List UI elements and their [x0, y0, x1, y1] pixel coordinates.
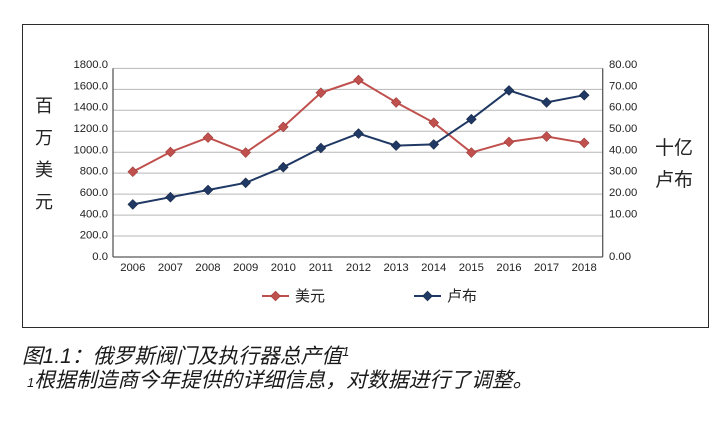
svg-text:400.0: 400.0 [80, 208, 108, 220]
svg-text:20.00: 20.00 [609, 187, 637, 199]
svg-text:50.00: 50.00 [609, 123, 637, 135]
svg-text:30.00: 30.00 [609, 166, 637, 178]
svg-text:2012: 2012 [346, 262, 371, 274]
svg-text:卢布: 卢布 [655, 169, 693, 191]
svg-text:1800.0: 1800.0 [73, 59, 108, 71]
svg-text:2007: 2007 [158, 262, 183, 274]
svg-text:0.0: 0.0 [92, 251, 108, 263]
svg-text:2011: 2011 [309, 262, 333, 274]
svg-text:1根据制造商今年提供的详细信息，对数据进行了调整。: 1根据制造商今年提供的详细信息，对数据进行了调整。 [27, 369, 533, 392]
svg-text:2013: 2013 [384, 262, 409, 274]
svg-text:2016: 2016 [496, 262, 521, 274]
svg-text:元: 元 [35, 192, 53, 212]
svg-text:80.00: 80.00 [609, 59, 637, 71]
svg-text:2015: 2015 [459, 262, 484, 274]
svg-text:2014: 2014 [421, 262, 446, 274]
svg-text:60.00: 60.00 [609, 102, 637, 114]
svg-text:0.00: 0.00 [609, 251, 631, 263]
svg-text:2010: 2010 [271, 262, 296, 274]
svg-text:美: 美 [35, 160, 53, 180]
svg-text:百: 百 [35, 96, 53, 116]
svg-text:十亿: 十亿 [655, 137, 693, 159]
svg-text:卢布: 卢布 [447, 288, 477, 305]
svg-text:1000.0: 1000.0 [73, 144, 108, 156]
svg-text:万: 万 [35, 128, 53, 148]
svg-text:600.0: 600.0 [80, 187, 108, 199]
svg-text:2008: 2008 [195, 262, 220, 274]
svg-text:800.0: 800.0 [80, 166, 108, 178]
svg-text:2018: 2018 [572, 262, 597, 274]
svg-text:美元: 美元 [295, 288, 325, 305]
svg-text:10.00: 10.00 [609, 208, 637, 220]
svg-text:70.00: 70.00 [609, 80, 637, 92]
svg-text:200.0: 200.0 [80, 230, 108, 242]
svg-text:1600.0: 1600.0 [73, 80, 108, 92]
svg-text:40.00: 40.00 [609, 144, 637, 156]
svg-text:2009: 2009 [233, 262, 258, 274]
svg-text:图1.1：俄罗斯阀门及执行器总产值1: 图1.1：俄罗斯阀门及执行器总产值1 [22, 344, 349, 368]
svg-text:1200.0: 1200.0 [73, 123, 108, 135]
svg-text:2017: 2017 [534, 262, 559, 274]
svg-text:2006: 2006 [120, 262, 145, 274]
svg-text:1400.0: 1400.0 [73, 102, 108, 114]
